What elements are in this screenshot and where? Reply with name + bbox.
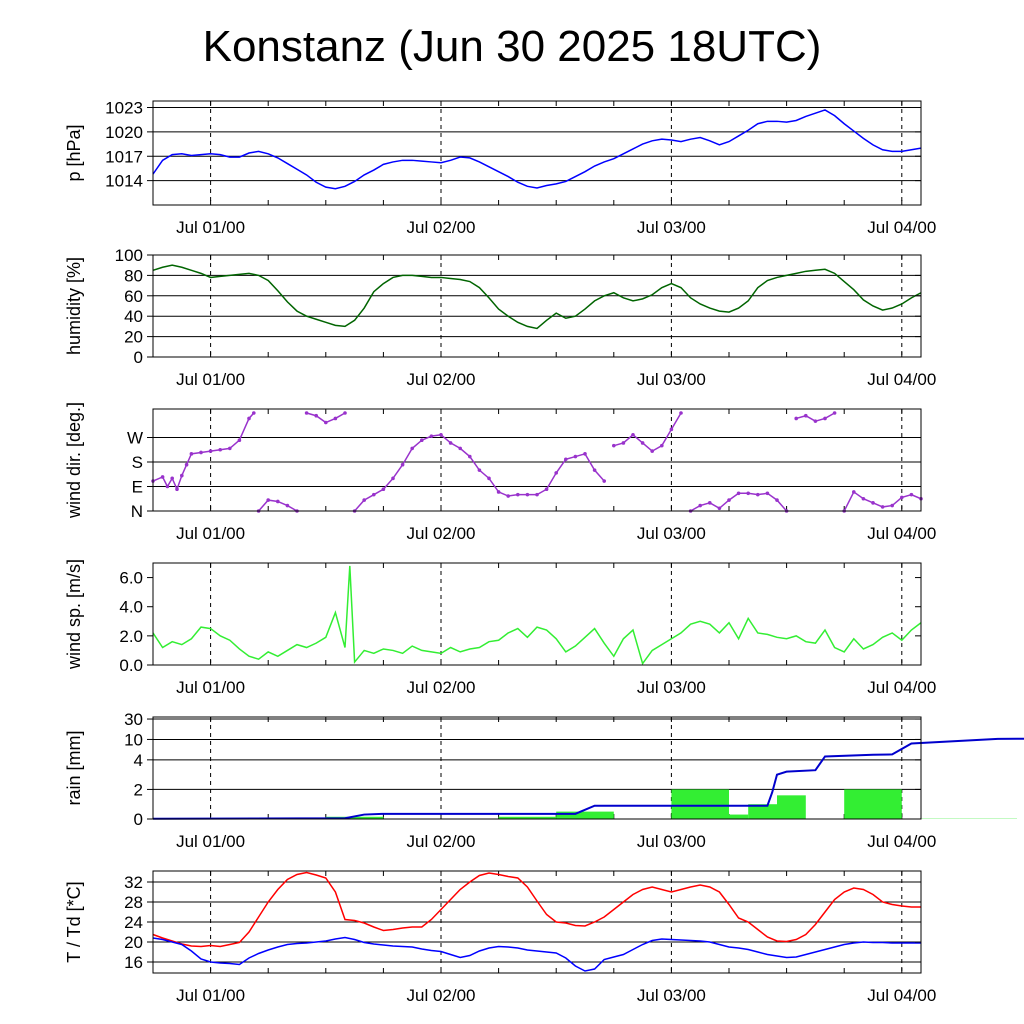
y-tick-label-humidity-4: 80 — [124, 266, 143, 285]
y-tick-label-pressure-3: 1023 — [105, 99, 143, 118]
x-tick-label-pressure-0: Jul 01/00 — [176, 218, 245, 237]
x-tick-label-wind_speed-3: Jul 04/00 — [867, 678, 936, 697]
y-tick-label-humidity-0: 0 — [134, 348, 143, 367]
y-tick-label-rain-4: 30 — [124, 710, 143, 729]
temperature-series-line-0 — [152, 871, 921, 948]
humidity-series-line-0 — [152, 264, 922, 330]
y-tick-label-humidity-5: 100 — [115, 246, 143, 265]
x-tick-label-rain-0: Jul 01/00 — [176, 832, 245, 851]
y-tick-label-temperature-0: 16 — [124, 953, 143, 972]
y-tick-label-pressure-0: 1014 — [105, 172, 143, 191]
y-tick-label-rain-3: 10 — [124, 730, 143, 749]
x-tick-label-rain-3: Jul 04/00 — [867, 832, 936, 851]
x-tick-label-pressure-1: Jul 02/00 — [407, 218, 476, 237]
y-tick-label-rain-0: 0 — [134, 810, 143, 829]
rain-bar-12 — [777, 795, 806, 819]
y-axis-label-humidity: humidity [%] — [64, 257, 84, 355]
y-tick-label-temperature-4: 32 — [124, 873, 143, 892]
y-axis-label-wind_speed: wind sp. [m/s] — [64, 559, 84, 670]
wind-dir-segment-76 — [795, 412, 835, 422]
y-tick-label-wind_direction-1: E — [132, 478, 143, 497]
panel-frame-wind_speed — [152, 562, 922, 666]
x-tick-label-wind_direction-0: Jul 01/00 — [176, 524, 245, 543]
x-tick-label-pressure-2: Jul 03/00 — [637, 218, 706, 237]
rain-bar-10 — [729, 814, 749, 819]
y-tick-label-wind_direction-3: W — [127, 429, 143, 448]
x-tick-label-humidity-2: Jul 03/00 — [637, 370, 706, 389]
rain-bar-7 — [556, 811, 614, 819]
y-tick-label-wind_speed-1: 2.0 — [119, 627, 143, 646]
y-tick-label-pressure-2: 1020 — [105, 123, 143, 142]
x-tick-label-wind_speed-1: Jul 02/00 — [407, 678, 476, 697]
x-tick-label-pressure-3: Jul 04/00 — [867, 218, 936, 237]
x-tick-label-wind_direction-1: Jul 02/00 — [407, 524, 476, 543]
wind-dir-segment-end — [843, 490, 922, 512]
y-tick-label-temperature-1: 20 — [124, 933, 143, 952]
wind-dir-segment-52 — [354, 433, 605, 512]
x-tick-label-wind_direction-2: Jul 03/00 — [637, 524, 706, 543]
wind-dir-segment-15 — [152, 412, 255, 492]
panel-frame-wind_direction — [152, 408, 922, 512]
x-tick-label-rain-1: Jul 02/00 — [407, 832, 476, 851]
y-tick-label-wind_speed-2: 4.0 — [119, 598, 143, 617]
wind-dir-segment-71 — [690, 492, 788, 512]
rain-bar-3 — [325, 816, 384, 819]
rain-bar-9 — [671, 789, 729, 819]
y-axis-label-wind_direction: wind dir. [deg.] — [64, 402, 84, 519]
x-tick-label-temperature-1: Jul 02/00 — [407, 986, 476, 1005]
pressure-series-line-0 — [152, 109, 922, 190]
rain-bar-13 — [844, 789, 902, 819]
wind_speed-series-line-0 — [152, 565, 922, 666]
x-tick-label-humidity-3: Jul 04/00 — [867, 370, 936, 389]
y-tick-label-wind_direction-0: N — [131, 502, 143, 521]
y-axis-label-temperature: T / Td [*C] — [64, 881, 84, 962]
temperature-series-line-1 — [152, 936, 921, 972]
y-tick-label-wind_direction-2: S — [132, 453, 143, 472]
rain-accumulated-line — [152, 737, 1024, 820]
y-tick-label-rain-2: 4 — [134, 751, 143, 770]
panel-frame-humidity — [152, 254, 922, 358]
wind-dir-segment-20 — [258, 499, 298, 512]
wind-dir-segment-60 — [613, 412, 682, 453]
x-tick-label-temperature-0: Jul 01/00 — [176, 986, 245, 1005]
x-tick-label-rain-2: Jul 03/00 — [637, 832, 706, 851]
y-tick-label-pressure-1: 1017 — [105, 147, 143, 166]
y-tick-label-wind_speed-0: 0.0 — [119, 656, 143, 675]
rain-bar-6 — [498, 816, 557, 819]
y-axis-label-pressure: p [hPa] — [64, 124, 84, 181]
panel-frame-rain — [152, 716, 922, 820]
rain-bar-11 — [748, 804, 777, 819]
wind-dir-segment-25 — [306, 412, 346, 424]
y-tick-label-humidity-1: 20 — [124, 328, 143, 347]
panel-frame-pressure — [152, 100, 922, 206]
x-tick-label-temperature-2: Jul 03/00 — [637, 986, 706, 1005]
y-axis-label-rain: rain [mm] — [64, 730, 84, 805]
y-tick-label-humidity-3: 60 — [124, 287, 143, 306]
y-tick-label-temperature-2: 24 — [124, 913, 143, 932]
y-tick-label-humidity-2: 40 — [124, 307, 143, 326]
x-tick-label-humidity-1: Jul 02/00 — [407, 370, 476, 389]
y-tick-label-temperature-3: 28 — [124, 893, 143, 912]
x-tick-label-wind_speed-0: Jul 01/00 — [176, 678, 245, 697]
y-tick-label-wind_speed-3: 6.0 — [119, 569, 143, 588]
chart-title: Konstanz (Jun 30 2025 18UTC) — [202, 22, 822, 71]
x-tick-label-humidity-0: Jul 01/00 — [176, 370, 245, 389]
x-tick-label-wind_speed-2: Jul 03/00 — [637, 678, 706, 697]
x-tick-label-temperature-3: Jul 04/00 — [867, 986, 936, 1005]
y-tick-label-rain-1: 2 — [134, 780, 143, 799]
x-tick-label-wind_direction-3: Jul 04/00 — [867, 524, 936, 543]
